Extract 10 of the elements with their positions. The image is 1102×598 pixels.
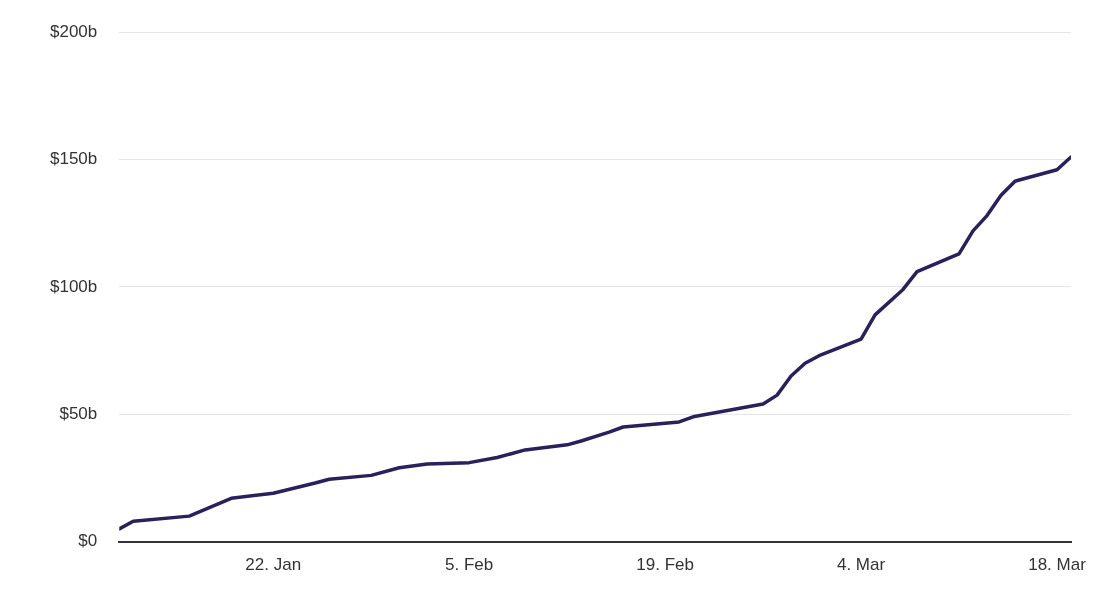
x-tick-label: 5. Feb [445,555,494,575]
y-tick-label: $0 [78,531,98,551]
x-tick-label: 18. Mar [1028,555,1087,575]
x-tick-label: 19. Feb [636,555,694,575]
y-tick-label: $50b [59,403,98,423]
y-tick-label: $150b [49,149,98,169]
y-tick-label: $100b [49,276,98,296]
x-tick-label: 4. Mar [836,555,886,575]
x-tick-label: 22. Jan [245,555,302,575]
y-tick-label: $200b [49,21,98,41]
